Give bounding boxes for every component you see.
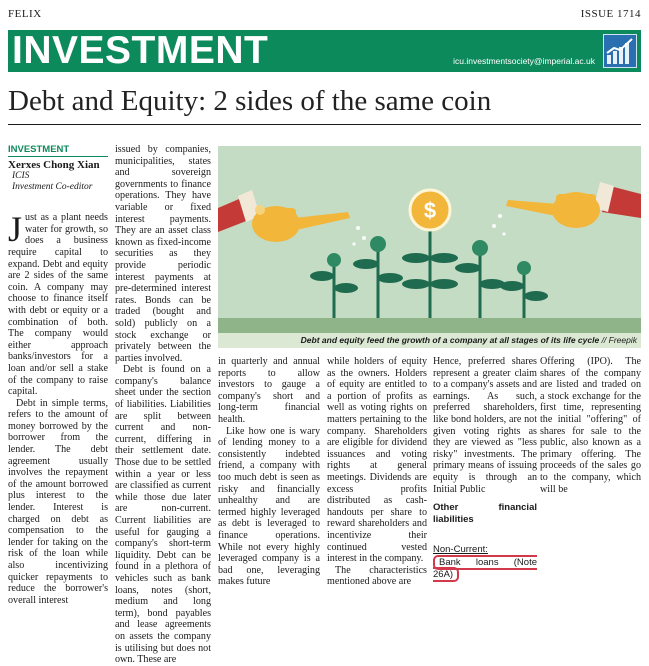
drop-cap: J <box>8 209 23 250</box>
watering-can-right-icon <box>506 182 641 228</box>
paragraph: issued by companies, municipalities, sta… <box>115 144 211 364</box>
paragraph: The characteristics mentioned above are <box>327 564 427 588</box>
column-5: Hence, preferred shares represent a grea… <box>433 356 537 582</box>
author-org: ICIS <box>12 171 30 182</box>
article-image: $ <box>218 146 641 333</box>
svg-text:$: $ <box>424 198 436 223</box>
inset-bank-loans: Bank loans (Note 26A) <box>433 554 537 582</box>
paragraph: while holders of equity as the owners. H… <box>327 356 427 565</box>
inset-subheading: Other financial liabilities <box>433 502 537 525</box>
column-1: INVESTMENT Xerxes Chong Xian ICIS Invest… <box>8 144 108 606</box>
article-title: Debt and Equity: 2 sides of the same coi… <box>8 85 492 117</box>
paragraph: Like how one is wary of lending money to… <box>218 425 320 588</box>
title-divider <box>8 124 641 125</box>
paragraph: in quarterly and annual reports to allow… <box>218 356 320 425</box>
section-label-underline <box>8 155 108 157</box>
column-4: while holders of equity as the owners. H… <box>327 356 427 588</box>
section-label: INVESTMENT <box>8 144 70 155</box>
column-3: in quarterly and annual reports to allow… <box>218 356 320 588</box>
paragraph: Hence, preferred shares represent a grea… <box>433 356 537 495</box>
figure-credit: // Freepik <box>601 335 637 345</box>
paragraph: Offering (IPO). The shares of the compan… <box>540 356 641 495</box>
section-title: INVESTMENT <box>12 29 269 72</box>
paragraph: Debt is found on a company's balance she… <box>115 364 211 666</box>
author-role: Investment Co-editor <box>12 182 93 193</box>
section-banner: INVESTMENT icu.investmentsociety@imperia… <box>8 30 641 72</box>
watering-can-left-icon <box>218 190 350 242</box>
chart-growth-icon <box>603 34 637 68</box>
paragraph: Debt in simple terms, refers to the amou… <box>8 397 108 606</box>
contact-email[interactable]: icu.investmentsociety@imperial.ac.uk <box>453 56 595 66</box>
coin-icon: $ <box>408 188 452 232</box>
top-bar: FELIX ISSUE 1714 <box>8 8 641 22</box>
column-2: issued by companies, municipalities, sta… <box>115 144 211 666</box>
publication-name: FELIX <box>8 8 42 20</box>
figure-caption: Debt and equity feed the growth of a com… <box>218 333 641 348</box>
column-6: Offering (IPO). The shares of the compan… <box>540 356 641 495</box>
issue-number: ISSUE 1714 <box>580 8 641 20</box>
author-name: Xerxes Chong Xian <box>8 158 100 171</box>
